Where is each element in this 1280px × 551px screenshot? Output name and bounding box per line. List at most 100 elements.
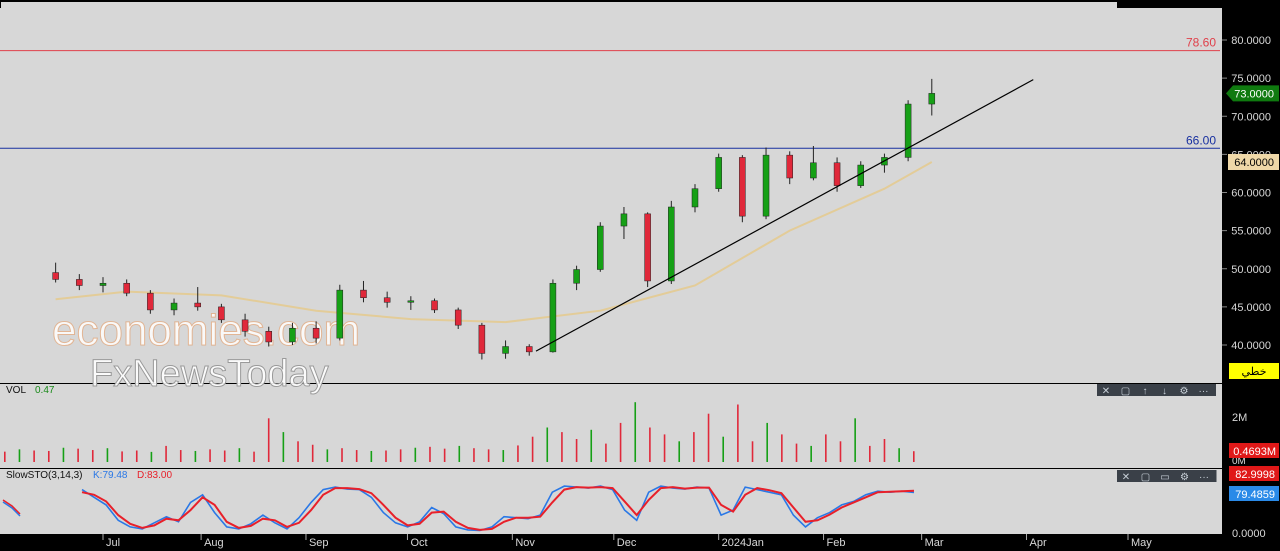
volume-bar xyxy=(517,445,519,462)
top-strip xyxy=(1,2,1117,8)
volume-bar xyxy=(414,447,417,462)
volume-bar xyxy=(766,422,768,462)
volume-bar xyxy=(429,446,431,462)
watermark-economies: economies.com xyxy=(52,306,360,355)
candle xyxy=(928,78,936,116)
move-down-icon[interactable]: ↓ xyxy=(1162,386,1167,397)
volume-bar xyxy=(869,445,871,462)
restore-icon[interactable]: ▢ xyxy=(1121,386,1130,397)
candle xyxy=(383,291,391,308)
volume-bar xyxy=(399,449,402,462)
candle-body xyxy=(52,272,59,280)
restore-icon[interactable]: ▢ xyxy=(1141,472,1150,483)
close-icon[interactable]: ✕ xyxy=(1102,386,1110,397)
candle xyxy=(431,298,438,313)
candle-body xyxy=(786,154,793,179)
volume-bar xyxy=(209,449,211,462)
volume-bar xyxy=(179,450,182,462)
price-tick-label: 80.0000 xyxy=(1231,35,1271,47)
volume-bar xyxy=(634,402,637,462)
candle-body xyxy=(739,157,746,217)
candle-body xyxy=(336,289,344,339)
settings-icon[interactable]: ⚙ xyxy=(1180,472,1189,483)
volume-bar xyxy=(18,449,21,462)
volume-bar xyxy=(282,432,285,462)
candle xyxy=(620,206,628,240)
candle xyxy=(668,200,675,284)
move-up-icon[interactable]: ↑ xyxy=(1143,386,1148,397)
ma-value-label: 64.0000 xyxy=(1234,157,1274,169)
candle-body xyxy=(241,319,249,332)
more-icon[interactable]: ··· xyxy=(1199,472,1209,483)
volume-bar xyxy=(898,448,900,462)
candle xyxy=(691,184,699,213)
volume-bar xyxy=(590,429,593,462)
candle xyxy=(502,340,509,359)
candle xyxy=(904,100,912,162)
volume-last-tag xyxy=(1229,443,1279,458)
volume-bar xyxy=(751,441,754,462)
volume-bar xyxy=(839,441,842,462)
volume-tick-label: 2M xyxy=(1232,412,1247,424)
time-tick-label: 2024Jan xyxy=(722,537,764,549)
volume-bar xyxy=(575,439,578,462)
volume-bar xyxy=(722,436,725,462)
candles xyxy=(52,78,936,360)
volume-bar xyxy=(106,448,109,462)
volume-bar xyxy=(238,448,241,462)
candle xyxy=(360,280,367,303)
volume-bar xyxy=(77,448,79,462)
settings-icon[interactable]: ⚙ xyxy=(1180,386,1189,397)
volume-bar xyxy=(546,427,549,462)
volume-bar xyxy=(341,448,343,462)
close-icon[interactable]: ✕ xyxy=(1122,472,1130,483)
time-tick-label: Jul xyxy=(106,537,120,549)
price-tick-label: 40.0000 xyxy=(1231,340,1271,352)
volume-bar xyxy=(487,449,490,462)
candle-body xyxy=(383,297,391,303)
candle-body xyxy=(928,93,936,105)
level-label-0: 78.60 xyxy=(1186,36,1216,50)
price-tick-label: 75.0000 xyxy=(1231,73,1271,85)
candle xyxy=(241,313,249,337)
volume-bar xyxy=(47,450,50,462)
candle-body xyxy=(407,300,415,303)
volume-bar xyxy=(781,434,783,462)
volume-bar xyxy=(311,444,314,462)
candle xyxy=(762,147,770,220)
stochastic-d-left xyxy=(2,499,21,515)
time-tick-label: Apr xyxy=(1030,537,1047,549)
toolbar-bg xyxy=(1117,470,1217,482)
candle-body xyxy=(218,306,225,321)
minimize-icon[interactable]: ▭ xyxy=(1160,472,1169,483)
trendline[interactable] xyxy=(535,79,1034,352)
volume-bar xyxy=(854,418,856,462)
volume-bar xyxy=(326,449,329,462)
time-tick-label: May xyxy=(1131,537,1152,549)
candle-body xyxy=(904,103,912,158)
time-tick-label: Mar xyxy=(925,537,944,549)
volume-title: VOL xyxy=(6,385,26,396)
stochastic-toolbar[interactable]: ✕ ▢ ▭ ⚙ ··· xyxy=(1117,470,1217,483)
candle-body xyxy=(265,331,273,343)
candle-body xyxy=(431,300,438,311)
candle-body xyxy=(360,289,367,298)
stochastic-title: SlowSTO(3,14,3) xyxy=(6,470,83,481)
last-price-label: 73.0000 xyxy=(1234,88,1274,100)
candle xyxy=(312,321,320,344)
stochastic-k-value: 79.4859 xyxy=(1235,489,1275,501)
stochastic-d-tag xyxy=(1229,466,1279,481)
volume-value: 0.47 xyxy=(35,385,55,396)
support-trendline[interactable] xyxy=(535,79,1034,352)
candle xyxy=(194,287,201,311)
last-price-tag xyxy=(1226,85,1279,102)
candle xyxy=(573,265,580,291)
candle-body xyxy=(170,302,178,311)
candle-body xyxy=(833,162,841,186)
volume-toolbar[interactable]: ✕ ▢ ↑ ↓ ⚙ ··· xyxy=(1097,384,1216,397)
mode-badge[interactable] xyxy=(1229,363,1279,379)
volume-last-label: 0.4693M xyxy=(1233,446,1276,458)
more-icon[interactable]: ··· xyxy=(1199,386,1209,397)
